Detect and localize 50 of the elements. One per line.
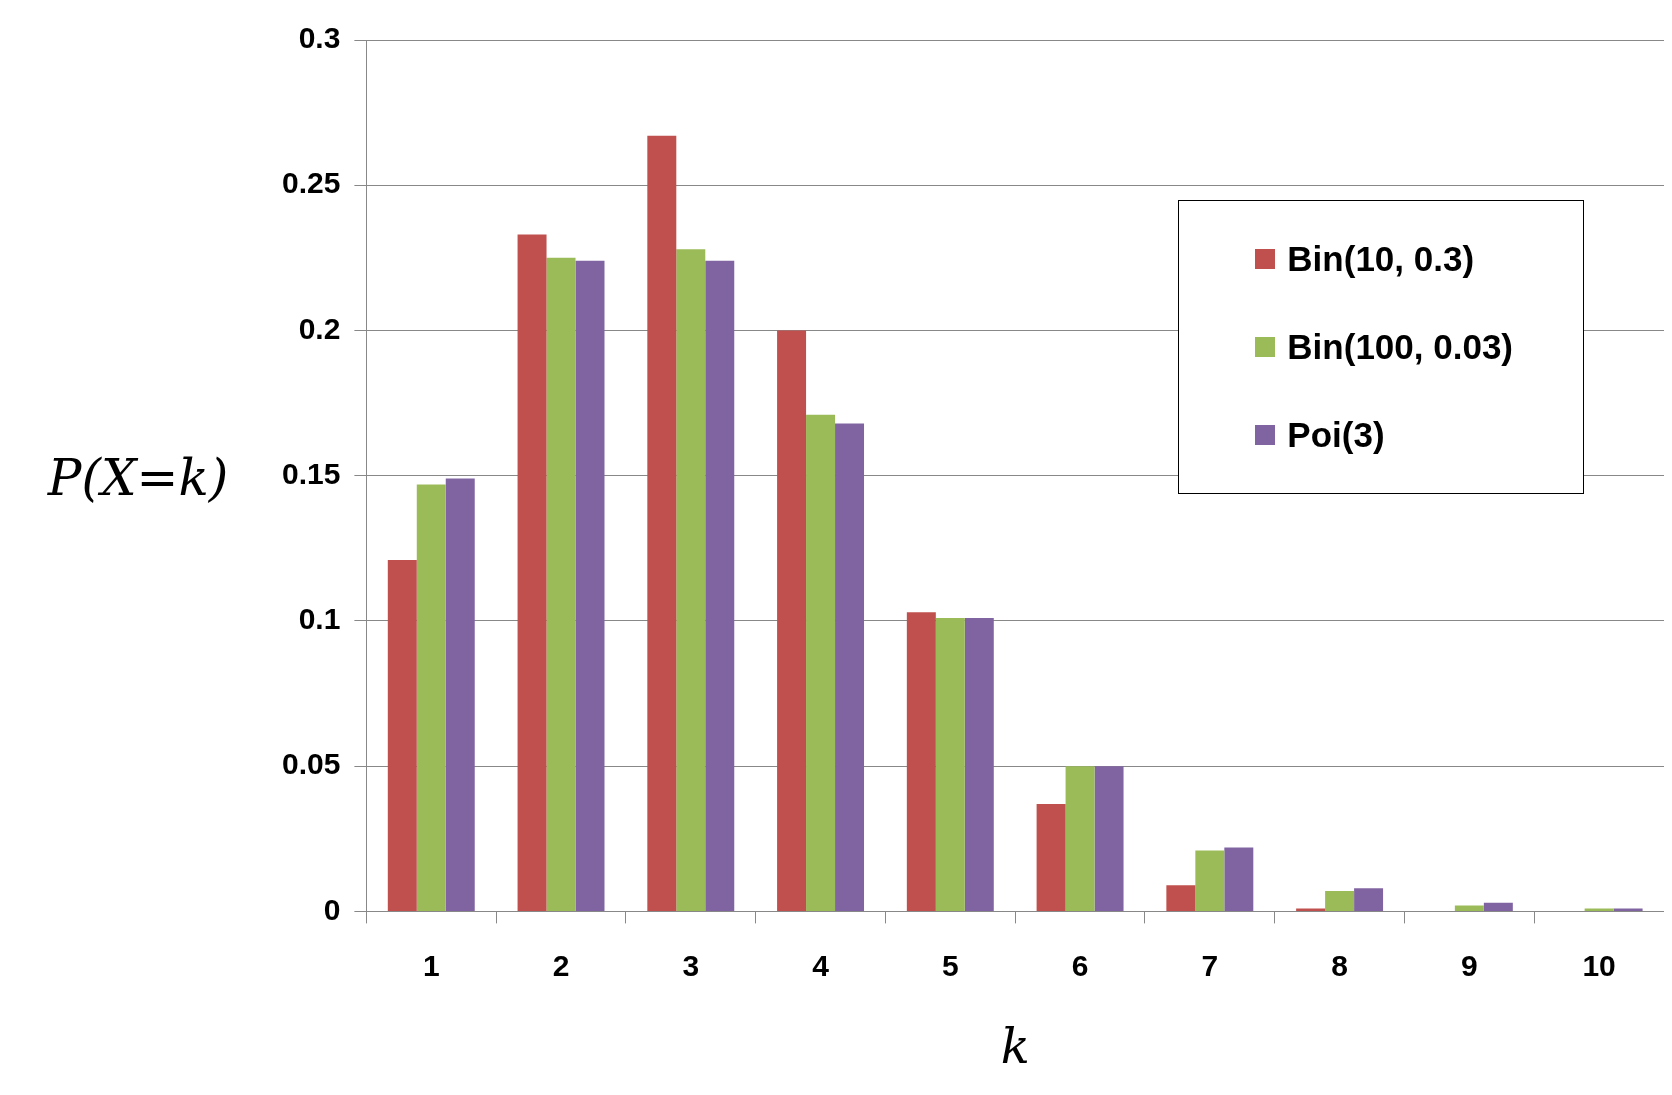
bar xyxy=(517,234,547,911)
bar xyxy=(1094,766,1124,911)
legend-label: Bin(100, 0.03) xyxy=(1287,327,1513,367)
y-tick-label: 0 xyxy=(323,892,341,926)
bar xyxy=(906,612,936,911)
x-tick-label: 8 xyxy=(1331,948,1348,982)
bar xyxy=(1195,850,1225,911)
bar xyxy=(1454,905,1484,911)
x-tick-label: 1 xyxy=(422,948,440,982)
bar xyxy=(1613,908,1643,911)
bar xyxy=(705,260,735,911)
bar xyxy=(806,414,836,911)
bar xyxy=(777,330,807,911)
bar xyxy=(416,484,446,911)
bar xyxy=(935,618,965,911)
x-axis-title: k xyxy=(1000,1017,1030,1074)
y-tick-label: 0.3 xyxy=(298,21,341,55)
legend-label: Bin(10, 0.3) xyxy=(1287,239,1475,279)
bar xyxy=(1296,908,1326,911)
bar xyxy=(1166,885,1196,911)
bar xyxy=(445,478,475,911)
y-tick-label: 0.2 xyxy=(298,311,341,345)
x-tick-label: 3 xyxy=(682,948,700,982)
y-tick-label: 0.1 xyxy=(298,602,341,636)
bar xyxy=(647,135,677,911)
bar xyxy=(1065,766,1095,911)
bar xyxy=(964,618,994,911)
legend-label: Poi(3) xyxy=(1287,415,1385,455)
x-tick-label: 4 xyxy=(812,948,830,982)
y-tick-label: 0.15 xyxy=(282,456,341,490)
bar xyxy=(1584,908,1614,911)
bar xyxy=(676,249,706,911)
bar xyxy=(1354,888,1384,911)
x-tick-label: 2 xyxy=(552,948,570,982)
bar xyxy=(1483,902,1513,911)
x-tick-label: 9 xyxy=(1461,948,1478,982)
x-tick-label: 5 xyxy=(941,948,959,982)
bar xyxy=(546,257,576,911)
y-tick-label: 0.05 xyxy=(282,747,341,781)
bar xyxy=(835,423,865,911)
bar xyxy=(1325,891,1355,911)
bar xyxy=(1224,847,1254,911)
bar xyxy=(575,260,605,911)
bar xyxy=(1036,803,1066,911)
x-tick-label: 6 xyxy=(1071,948,1089,982)
x-tick-label: 10 xyxy=(1582,948,1616,982)
y-tick-label: 0.25 xyxy=(282,166,341,200)
y-axis-title: P(X=k) xyxy=(46,447,230,509)
x-tick-label: 7 xyxy=(1201,948,1219,982)
bar xyxy=(387,559,417,911)
